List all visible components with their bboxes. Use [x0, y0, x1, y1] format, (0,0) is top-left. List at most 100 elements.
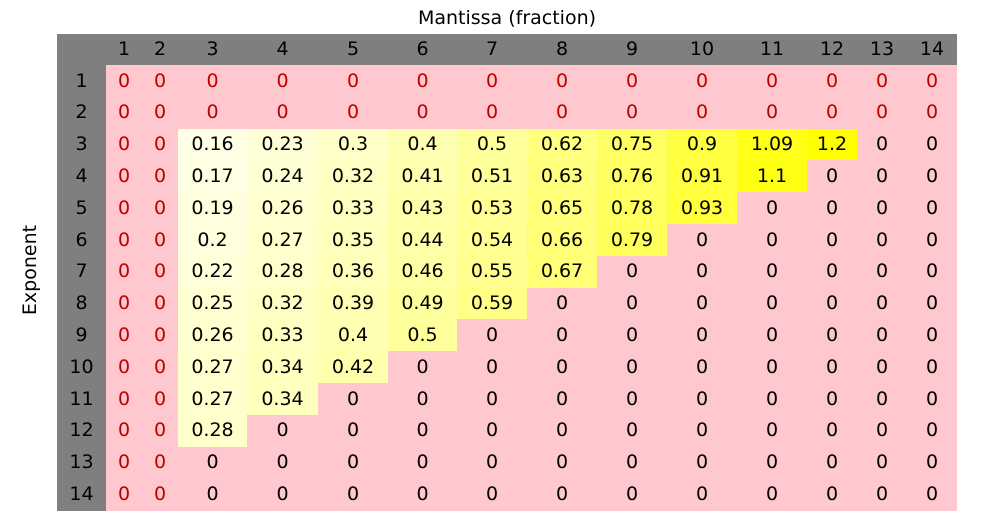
- heatmap-cell: 0: [907, 192, 957, 225]
- heatmap-cell: 0: [142, 351, 178, 384]
- heatmap-cell: 0.32: [318, 160, 388, 193]
- heatmap-cell: 0: [807, 383, 857, 416]
- heatmap-cell: 0: [178, 446, 247, 479]
- heatmap-cell: 0: [527, 383, 597, 416]
- row-header: 2: [57, 96, 106, 130]
- heatmap-cell: 0.24: [247, 160, 318, 193]
- heatmap-cell: 0.5: [388, 319, 457, 352]
- heatmap-cell: 0: [318, 446, 388, 479]
- heatmap-cell: 0: [667, 319, 737, 352]
- heatmap-cell: 0.9: [667, 128, 737, 161]
- heatmap-cell: 0.63: [527, 160, 597, 193]
- heatmap-cell: 0: [857, 128, 907, 161]
- heatmap-cell: 0: [907, 255, 957, 289]
- heatmap-cell: 0: [318, 414, 388, 448]
- heatmap-cell: 0: [457, 96, 527, 130]
- heatmap-cell: 0: [106, 351, 142, 384]
- heatmap-cell: 0: [807, 414, 857, 448]
- column-header: 1: [106, 34, 142, 65]
- heatmap-cell: 0.93: [667, 192, 737, 225]
- heatmap-cell: 0: [597, 351, 667, 384]
- heatmap-cell: 1.2: [807, 128, 857, 161]
- heatmap-cell: 0.39: [318, 287, 388, 320]
- heatmap-cell: 0: [857, 446, 907, 479]
- heatmap-cell: 0.41: [388, 160, 457, 193]
- heatmap-cell: 0: [247, 478, 318, 511]
- heatmap-cell: 0: [106, 287, 142, 320]
- row-header: 3: [57, 128, 106, 161]
- heatmap-cell: 0: [597, 255, 667, 289]
- heatmap-cell: 0.66: [527, 224, 597, 257]
- heatmap-cell: 0.75: [597, 128, 667, 161]
- heatmap-cell: 0: [247, 65, 318, 98]
- heatmap-cell: 0: [247, 96, 318, 130]
- heatmap-cell: 0: [857, 192, 907, 225]
- heatmap-cell: 0: [527, 446, 597, 479]
- heatmap-cell: 0.26: [247, 192, 318, 225]
- heatmap-cell: 0: [907, 478, 957, 511]
- heatmap-cell: 0: [807, 351, 857, 384]
- heatmap-cell: 0: [857, 65, 907, 98]
- heatmap-cell: 0.35: [318, 224, 388, 257]
- heatmap-cell: 0: [178, 96, 247, 130]
- heatmap-cell: 0: [388, 351, 457, 384]
- heatmap-cell: 0: [597, 65, 667, 98]
- heatmap-cell: 0: [142, 65, 178, 98]
- heatmap-cell: 0: [737, 414, 807, 448]
- heatmap-cell: 0.23: [247, 128, 318, 161]
- heatmap-cell: 0: [807, 287, 857, 320]
- heatmap-cell: 0.53: [457, 192, 527, 225]
- heatmap-cell: 0: [457, 319, 527, 352]
- heatmap-cell: 0: [178, 478, 247, 511]
- heatmap-cell: 0.17: [178, 160, 247, 193]
- heatmap-cell: 0: [597, 383, 667, 416]
- heatmap-cell: 0.46: [388, 255, 457, 289]
- heatmap-cell: 0.59: [457, 287, 527, 320]
- heatmap-cell: 0.4: [388, 128, 457, 161]
- heatmap-cell: 0: [106, 478, 142, 511]
- heatmap-cell: 0: [106, 65, 142, 98]
- heatmap-cell: 0: [807, 65, 857, 98]
- heatmap-cell: 0: [907, 128, 957, 161]
- heatmap-cell: 0.44: [388, 224, 457, 257]
- column-header: 9: [597, 34, 667, 65]
- heatmap-cell: 0.33: [318, 192, 388, 225]
- heatmap-cell: 0: [737, 255, 807, 289]
- heatmap-cell: 0: [106, 319, 142, 352]
- heatmap-cell: 0: [247, 446, 318, 479]
- heatmap-cell: 0: [388, 65, 457, 98]
- heatmap-cell: 0: [106, 128, 142, 161]
- heatmap-cell: 0: [667, 446, 737, 479]
- heatmap-cell: 0.5: [457, 128, 527, 161]
- heatmap-cell: 0: [807, 255, 857, 289]
- heatmap-cell: 0: [457, 383, 527, 416]
- row-header: 4: [57, 160, 106, 193]
- heatmap-cell: 0.67: [527, 255, 597, 289]
- heatmap-cell: 0: [907, 65, 957, 98]
- heatmap-cell: 0: [142, 224, 178, 257]
- heatmap-cell: 0: [857, 319, 907, 352]
- heatmap-cell: 0: [857, 255, 907, 289]
- heatmap-cell: 0: [527, 319, 597, 352]
- heatmap-cell: 0: [142, 319, 178, 352]
- heatmap-cell: 0: [907, 287, 957, 320]
- heatmap-cell: 0: [106, 446, 142, 479]
- heatmap-cell: 0.27: [178, 383, 247, 416]
- heatmap-cell: 0: [597, 478, 667, 511]
- column-header: 2: [142, 34, 178, 65]
- heatmap-cell: 0: [457, 65, 527, 98]
- heatmap-cell: 0: [178, 65, 247, 98]
- heatmap-cell: 0.34: [247, 383, 318, 416]
- heatmap-cell: 0: [142, 255, 178, 289]
- row-header: 8: [57, 287, 106, 320]
- heatmap-cell: 0.32: [247, 287, 318, 320]
- heatmap-cell: 0: [737, 192, 807, 225]
- heatmap-cell: 0: [527, 65, 597, 98]
- heatmap-cell: 0: [807, 446, 857, 479]
- heatmap-cell: 0: [106, 224, 142, 257]
- heatmap-cell: 0: [106, 255, 142, 289]
- heatmap-cell: 0: [737, 65, 807, 98]
- heatmap-cell: 0: [388, 96, 457, 130]
- heatmap-cell: 0: [907, 160, 957, 193]
- heatmap-cell: 0.26: [178, 319, 247, 352]
